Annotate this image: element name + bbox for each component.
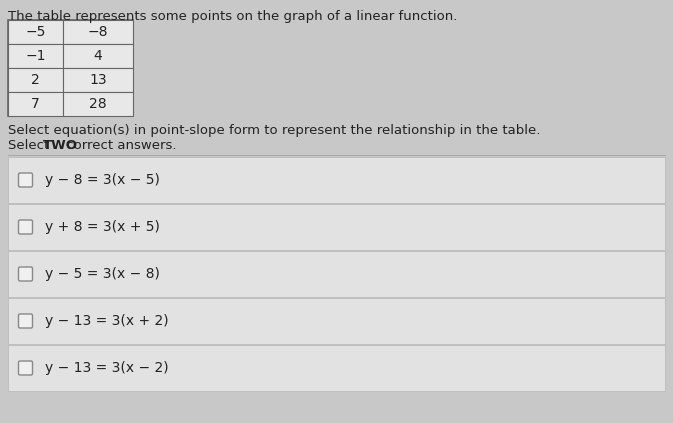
Bar: [8, 251, 665, 297]
Text: y + 8 = 3(x + 5): y + 8 = 3(x + 5): [45, 220, 160, 234]
Bar: [8, 345, 665, 391]
Text: Select: Select: [8, 139, 53, 152]
Text: correct answers.: correct answers.: [63, 139, 177, 152]
Text: The table represents some points on the graph of a linear function.: The table represents some points on the …: [8, 10, 458, 23]
Text: y − 13 = 3(x + 2): y − 13 = 3(x + 2): [45, 314, 169, 328]
Bar: [8, 20, 133, 116]
FancyBboxPatch shape: [18, 267, 32, 281]
FancyBboxPatch shape: [18, 314, 32, 328]
Bar: [8, 157, 665, 203]
FancyBboxPatch shape: [18, 220, 32, 234]
Text: 2: 2: [31, 73, 40, 87]
Bar: [8, 92, 63, 116]
Text: 13: 13: [90, 73, 107, 87]
Bar: [63, 20, 133, 44]
Bar: [63, 44, 133, 68]
Bar: [8, 204, 665, 250]
Text: Select equation(s) in point-slope form to represent the relationship in the tabl: Select equation(s) in point-slope form t…: [8, 124, 540, 137]
Bar: [63, 68, 133, 92]
Text: y − 5 = 3(x − 8): y − 5 = 3(x − 8): [45, 267, 160, 281]
Text: 28: 28: [90, 97, 107, 111]
Text: y − 13 = 3(x − 2): y − 13 = 3(x − 2): [45, 361, 169, 375]
Text: −8: −8: [87, 25, 108, 39]
Text: TWO: TWO: [43, 139, 78, 152]
FancyBboxPatch shape: [18, 173, 32, 187]
Bar: [8, 68, 63, 92]
Bar: [8, 298, 665, 344]
Text: y − 8 = 3(x − 5): y − 8 = 3(x − 5): [45, 173, 160, 187]
Text: −5: −5: [26, 25, 46, 39]
Bar: [8, 44, 63, 68]
Bar: [8, 20, 63, 44]
Text: 4: 4: [94, 49, 102, 63]
Text: 7: 7: [31, 97, 40, 111]
Text: −1: −1: [26, 49, 46, 63]
FancyBboxPatch shape: [18, 361, 32, 375]
Bar: [63, 92, 133, 116]
